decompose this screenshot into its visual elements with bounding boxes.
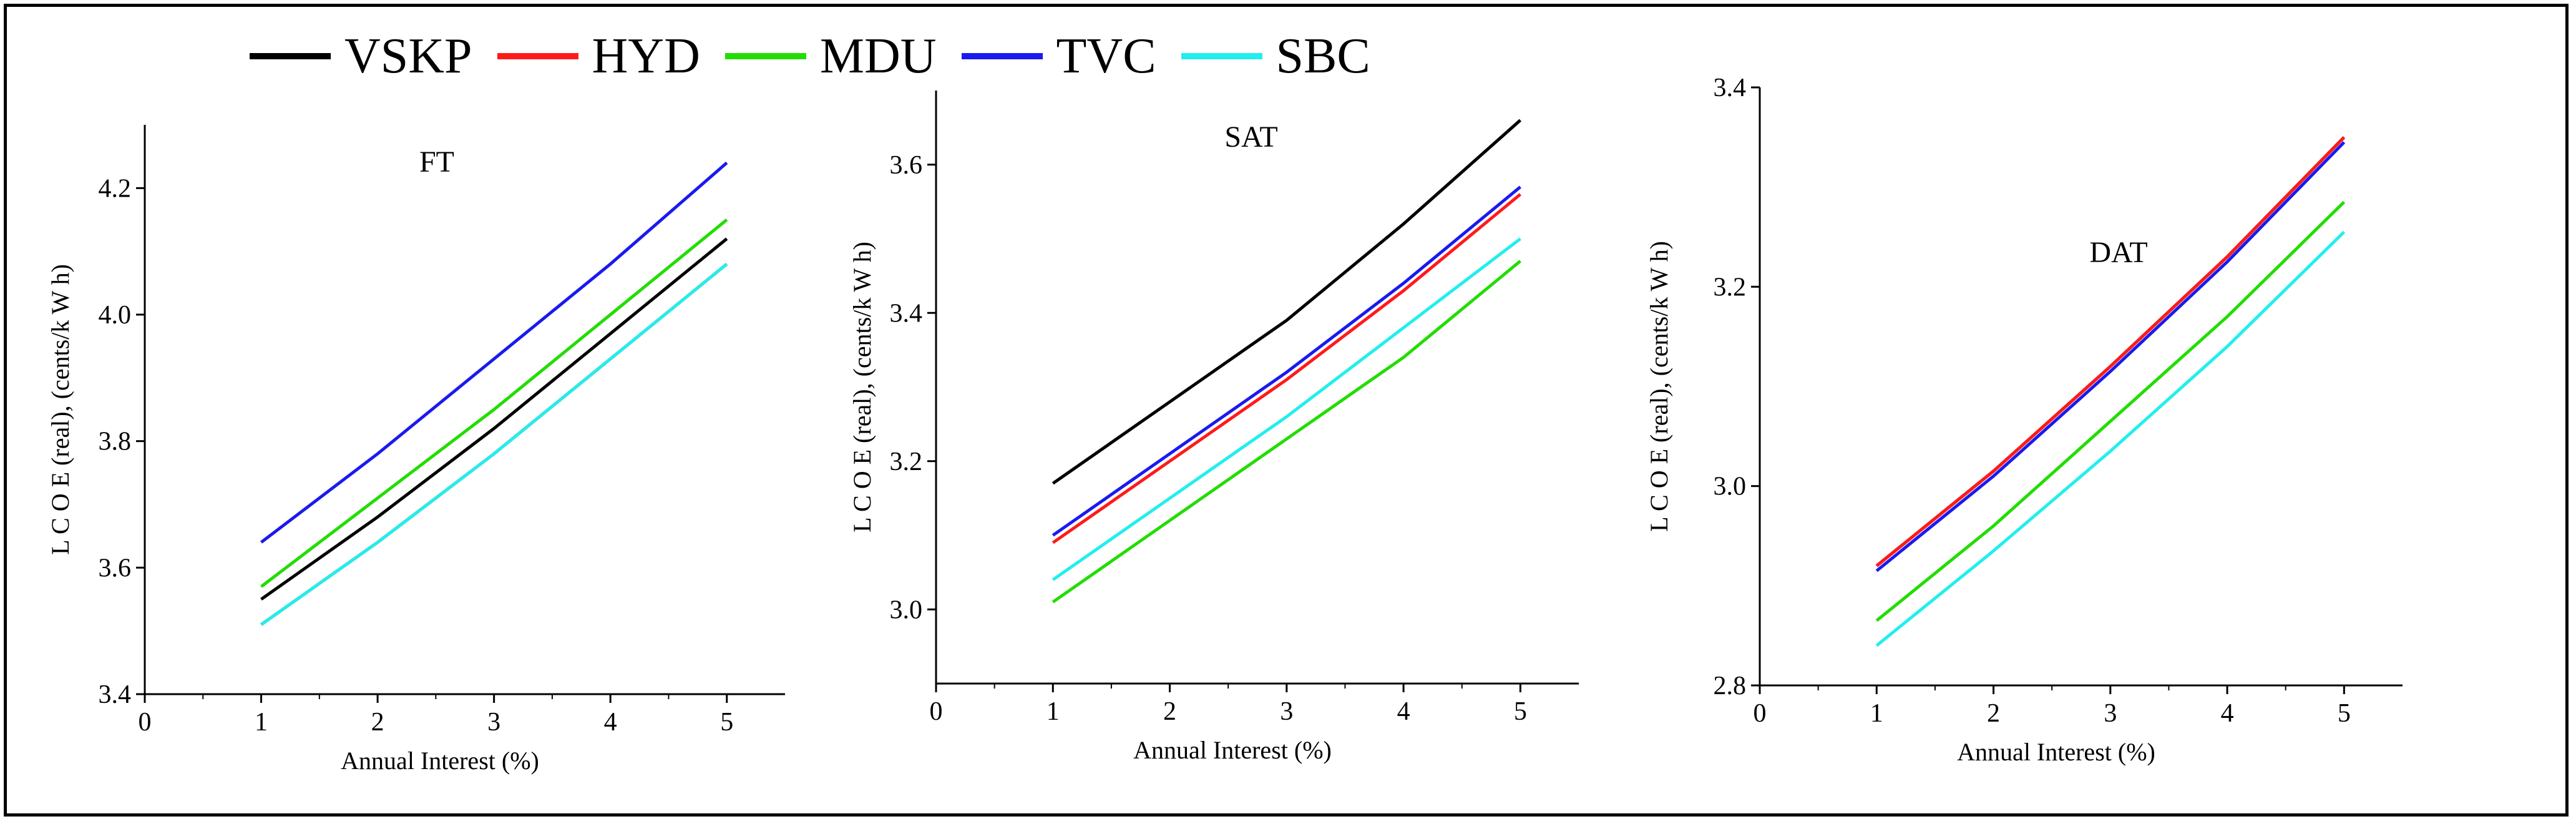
sat-y-tick-label: 3.2: [890, 448, 923, 476]
sat-x-tick-label: 5: [1514, 697, 1527, 726]
legend-item-tvc: TVC: [961, 28, 1156, 85]
dat-y-tick-label: 3.0: [1714, 473, 1747, 501]
legend-swatch-sbc: [1181, 53, 1262, 59]
legend-item-hyd: HYD: [497, 28, 700, 85]
ft-series-vskp: [260, 237, 728, 601]
dat-series-vskp: [1875, 136, 2346, 567]
sat-y-tick-label: 3.4: [890, 299, 923, 328]
legend-swatch-mdu: [724, 53, 806, 59]
dat-x-tick-label: 5: [2338, 699, 2351, 728]
dat-series-mdu: [1875, 200, 2346, 622]
sat-y-tick-label: 3.0: [890, 596, 923, 624]
dat-series-hyd: [1875, 136, 2346, 567]
ft-panel-title: FT: [419, 145, 454, 179]
legend-item-vskp: VSKP: [250, 28, 472, 85]
dat-x-tick-label: 1: [1870, 699, 1883, 728]
legend-item-sbc: SBC: [1181, 28, 1370, 85]
sat-series-sbc: [1051, 237, 1521, 581]
sat-x-axis-title: Annual Interest (%): [1133, 736, 1332, 764]
ft-x-tick-label: 1: [255, 708, 268, 737]
sat-x-tick-label: 3: [1280, 697, 1293, 726]
dat-y-axis-title: L C O E (real), (cents/k W h): [1645, 241, 1673, 532]
dat-y-tick-label: 3.4: [1714, 74, 1747, 102]
ft-y-axis-title: L C O E (real), (cents/k W h): [46, 264, 74, 555]
ft-x-tick-label: 2: [371, 708, 384, 737]
dat-y-tick-label: 3.2: [1714, 273, 1747, 302]
legend-swatch-hyd: [497, 53, 578, 59]
ft-x-tick-label: 4: [604, 708, 617, 737]
ft-series-tvc: [260, 161, 728, 544]
dat-series-sbc: [1875, 230, 2346, 647]
ft-series-sbc: [260, 262, 728, 626]
legend-label-hyd: HYD: [592, 28, 700, 84]
ft-y-tick-label: 4.2: [99, 174, 132, 203]
sat-y-axis-title: L C O E (real), (cents/k W h): [848, 242, 876, 532]
dat-x-tick-label: 4: [2221, 699, 2234, 728]
legend-label-vskp: VSKP: [344, 28, 472, 84]
sat-x-tick-label: 0: [930, 697, 943, 726]
sat-series-mdu: [1051, 260, 1521, 604]
legend-swatch-tvc: [961, 53, 1043, 59]
ft-y-tick-label: 3.8: [99, 428, 132, 456]
ft-y-tick-label: 4.0: [99, 301, 132, 330]
ft-x-axis-title: Annual Interest (%): [341, 747, 539, 775]
legend-label-sbc: SBC: [1276, 28, 1370, 84]
sat-series-hyd: [1051, 193, 1521, 544]
dat-y-tick-label: 2.8: [1714, 672, 1747, 700]
ft-y-tick-label: 3.6: [99, 554, 132, 582]
dat-panel-title: DAT: [2089, 236, 2147, 269]
legend-swatch-vskp: [250, 53, 331, 59]
dat-series-tvc: [1875, 141, 2346, 572]
dat-x-tick-label: 0: [1754, 699, 1767, 728]
legend: VSKP HYD MDU TVC SBC: [250, 19, 1395, 94]
legend-label-tvc: TVC: [1056, 28, 1156, 84]
dat-x-axis-title: Annual Interest (%): [1957, 738, 2155, 766]
legend-label-mdu: MDU: [819, 28, 937, 84]
dat-x-tick-label: 3: [2104, 699, 2117, 728]
legend-item-mdu: MDU: [724, 28, 937, 85]
ft-series-mdu: [260, 218, 728, 588]
sat-x-tick-label: 4: [1397, 697, 1410, 726]
sat-panel-title: SAT: [1224, 120, 1277, 154]
sat-series-vskp: [1051, 119, 1522, 485]
ft-x-tick-label: 5: [720, 708, 733, 737]
ft-series-hyd: [260, 262, 728, 626]
ft-x-tick-label: 0: [139, 708, 152, 737]
sat-series-tvc: [1051, 185, 1521, 537]
ft-y-tick-label: 3.4: [99, 680, 132, 709]
sat-y-tick-label: 3.6: [890, 151, 923, 180]
sat-x-tick-label: 1: [1046, 697, 1060, 726]
sat-x-tick-label: 2: [1163, 697, 1176, 726]
ft-x-tick-label: 3: [487, 708, 500, 737]
dat-x-tick-label: 2: [1987, 699, 2000, 728]
